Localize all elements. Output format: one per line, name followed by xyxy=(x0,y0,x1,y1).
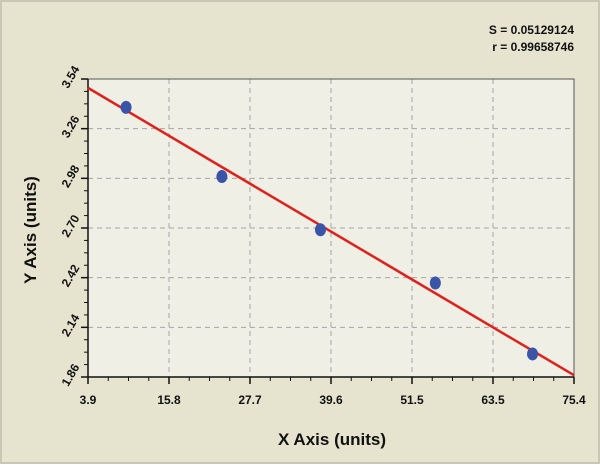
x-tick-label: 51.5 xyxy=(400,393,424,407)
data-point xyxy=(216,170,228,184)
data-point xyxy=(120,100,132,114)
y-tick-label: 3.54 xyxy=(59,63,83,91)
data-point xyxy=(527,347,539,361)
stat-r: r = 0.99658746 xyxy=(492,40,574,54)
regression-line xyxy=(87,86,575,377)
data-point xyxy=(429,276,441,290)
y-tick-label: 1.86 xyxy=(59,361,83,389)
y-tick-label: 2.42 xyxy=(59,262,83,290)
x-tick-label: 27.7 xyxy=(238,393,262,407)
x-tick-label: 75.4 xyxy=(562,393,586,407)
y-tick-label: 2.14 xyxy=(59,311,83,339)
data-marks xyxy=(87,86,575,377)
x-tick-label: 63.5 xyxy=(481,393,505,407)
y-tick-label: 2.98 xyxy=(59,162,83,190)
stat-s: S = 0.05129124 xyxy=(489,23,574,37)
grid-lines xyxy=(88,79,574,377)
y-tick-label: 3.26 xyxy=(59,113,83,141)
x-tick-label: 39.6 xyxy=(319,393,343,407)
x-axis-ticks: 3.9 15.8 27.7 39.6 51.5 63.5 75.4 xyxy=(80,377,586,407)
x-tick-label: 15.8 xyxy=(157,393,181,407)
y-tick-label: 2.70 xyxy=(59,212,83,240)
y-axis-title: Y Axis (units) xyxy=(21,176,40,284)
x-axis-title: X Axis (units) xyxy=(278,430,386,449)
data-point xyxy=(314,223,326,237)
x-tick-label: 3.9 xyxy=(80,393,97,407)
y-axis-ticks: 1.86 2.14 2.42 2.70 2.98 3.26 3.54 xyxy=(59,63,88,389)
